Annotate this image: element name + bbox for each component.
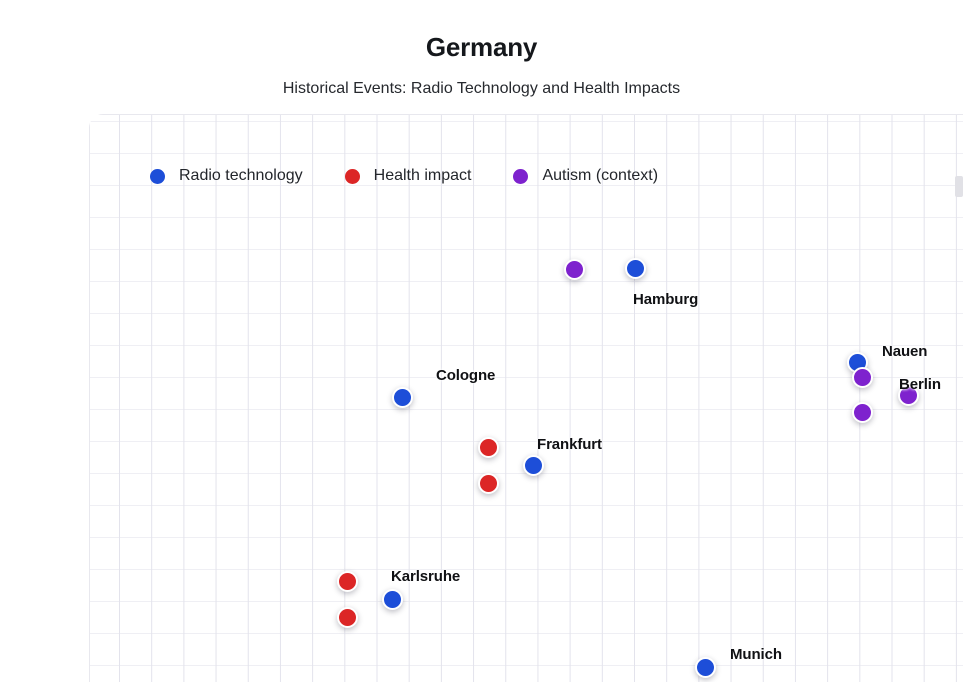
city-label-cologne: Cologne bbox=[436, 367, 496, 384]
data-point-marker[interactable] bbox=[336, 570, 358, 592]
data-point-marker[interactable] bbox=[694, 656, 716, 678]
data-point-marker[interactable] bbox=[522, 454, 544, 476]
chart-legend: Radio technology Health impact Autism (con… bbox=[150, 166, 700, 186]
legend-swatch-autism-icon bbox=[513, 168, 529, 184]
vertical-scrollbar-thumb[interactable] bbox=[955, 176, 963, 197]
grid-lines bbox=[89, 114, 963, 682]
plot-area[interactable] bbox=[89, 114, 963, 682]
data-point-marker[interactable] bbox=[897, 384, 919, 406]
city-label-berlin: Berlin bbox=[899, 376, 941, 393]
city-label-nauen: Nauen bbox=[882, 343, 928, 360]
city-label-munich: Munich bbox=[730, 646, 782, 663]
data-point-marker[interactable] bbox=[391, 386, 413, 408]
data-point-marker[interactable] bbox=[624, 257, 646, 279]
legend-label: Autism (context) bbox=[542, 167, 659, 184]
data-point-marker[interactable] bbox=[563, 258, 585, 280]
legend-item-health[interactable]: Health impact bbox=[344, 166, 472, 186]
legend-swatch-radio-icon bbox=[150, 168, 165, 184]
legend-label: Health impact bbox=[373, 167, 472, 184]
chart-subtitle: Historical Events: Radio Technology and … bbox=[282, 80, 681, 97]
city-label-karlsruhe: Karlsruhe bbox=[391, 568, 461, 585]
city-label-frankfurt: Frankfurt bbox=[537, 436, 602, 453]
data-point-marker[interactable] bbox=[381, 588, 403, 610]
data-point-marker[interactable] bbox=[851, 401, 873, 423]
data-point-marker[interactable] bbox=[336, 606, 358, 628]
page-title: Germany bbox=[425, 32, 538, 62]
legend-item-autism[interactable]: Autism (context) bbox=[513, 166, 658, 186]
legend-label: Radio technology bbox=[179, 167, 303, 184]
legend-item-radio[interactable]: Radio technology bbox=[150, 166, 303, 186]
data-point-marker[interactable] bbox=[851, 366, 873, 388]
city-label-hamburg: Hamburg bbox=[633, 291, 699, 308]
data-point-marker[interactable] bbox=[477, 472, 499, 494]
plot-border-left bbox=[89, 114, 90, 682]
plot-border-top bbox=[89, 114, 963, 115]
data-point-marker[interactable] bbox=[477, 436, 499, 458]
legend-swatch-health-icon bbox=[344, 168, 360, 184]
